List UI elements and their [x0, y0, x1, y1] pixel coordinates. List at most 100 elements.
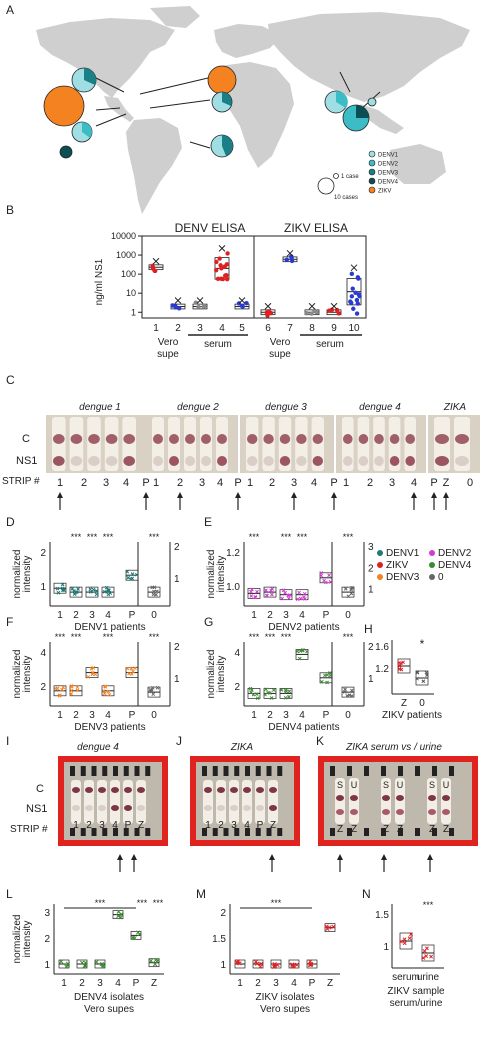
data-point	[152, 589, 156, 594]
data-point	[250, 587, 254, 592]
data-point	[407, 936, 412, 941]
data-point	[236, 959, 241, 964]
data-point	[59, 959, 64, 964]
x-tick-label: 4	[105, 610, 111, 621]
legend-label: ZIKV	[386, 560, 409, 571]
data-point	[55, 686, 60, 691]
ns1-line	[256, 805, 264, 811]
ns1-line	[98, 805, 106, 811]
arrow-head	[269, 854, 275, 860]
x-axis-title: DENV2 patients	[268, 622, 339, 633]
strip-number-label: 4	[217, 477, 223, 489]
y-tick-label-right: 2	[174, 642, 180, 653]
y-axis-title-1: normalized	[206, 650, 217, 699]
strip-number-label: 3	[231, 820, 237, 831]
elisa-point	[176, 306, 182, 311]
x-axis-title-1: ZIKV sample	[387, 986, 445, 997]
x-tick-label: 4	[291, 978, 297, 989]
cassette-slot	[398, 766, 403, 776]
data-point	[287, 689, 292, 694]
ns1-line	[405, 456, 416, 466]
panel-label-j: J	[176, 734, 182, 748]
data-point	[287, 694, 291, 699]
control-line	[247, 434, 258, 444]
strip-number-label: P	[330, 477, 337, 489]
strip-number-label: 1	[343, 477, 349, 489]
panel-label-g: G	[204, 615, 213, 629]
x-tick-label: 3	[273, 978, 279, 989]
panel-label-i: I	[6, 734, 9, 748]
data-point	[93, 672, 98, 677]
x-tick-label: P	[323, 710, 330, 721]
data-point	[150, 685, 155, 690]
ns1-line	[442, 809, 450, 815]
data-point	[290, 962, 295, 967]
panel-label-d: D	[6, 515, 15, 529]
panel-k-title: ZIKA serum vs / urine	[345, 742, 442, 753]
x-axis-title: ZIKV patients	[382, 710, 442, 721]
elisa-outlier-mark	[308, 302, 316, 310]
cassette-slot	[212, 828, 218, 836]
ns1-line	[204, 805, 212, 811]
ns1-line	[217, 805, 225, 811]
data-point	[102, 691, 107, 696]
y-tick-label: 1.5	[212, 934, 226, 945]
control-line	[217, 787, 225, 793]
y-axis-title-1: normalized	[12, 915, 23, 964]
data-point	[75, 685, 80, 690]
data-point	[152, 585, 157, 590]
data-point	[106, 592, 111, 597]
data-point	[130, 576, 135, 581]
control-line	[105, 434, 118, 444]
control-line	[123, 434, 135, 444]
zikv-elisa-frame	[253, 235, 367, 319]
data-point	[349, 688, 354, 693]
data-point	[345, 694, 350, 698]
data-point	[249, 589, 253, 594]
elisa-xtick-label: 9	[331, 323, 337, 334]
data-point	[75, 688, 80, 693]
significance-mark: ***	[281, 632, 292, 642]
x-tick-label: 4	[115, 978, 121, 989]
ns1-line	[243, 805, 251, 811]
ns1-line	[123, 456, 135, 466]
strip-number-label: Z	[397, 824, 403, 835]
control-line	[185, 434, 195, 444]
data-point	[131, 669, 135, 674]
significance-mark: ***	[137, 898, 148, 908]
elisa-xtick-label: 8	[309, 323, 315, 334]
panel-label-c: C	[6, 373, 15, 387]
data-point	[263, 692, 267, 697]
strip-row-strip-label: STRIP #	[2, 476, 40, 487]
x-tick-label: Z	[327, 978, 333, 989]
data-point	[119, 912, 124, 917]
map-legend-swatch	[368, 168, 376, 176]
ns1-line	[247, 456, 258, 466]
data-point	[118, 915, 123, 920]
data-point	[322, 578, 326, 583]
y-tick-label: 1	[383, 942, 389, 953]
ns1-line	[350, 809, 358, 815]
significance-mark: ***	[103, 532, 114, 542]
x-tick-label: 0	[345, 610, 351, 621]
cassette-slot	[364, 828, 369, 836]
control-line	[442, 795, 450, 801]
data-point	[125, 569, 130, 574]
elisa-point	[224, 273, 229, 278]
cassette-slot	[415, 828, 420, 836]
landmass-europe	[214, 24, 282, 58]
data-point	[269, 588, 273, 593]
x-tick-label: serum	[392, 972, 420, 983]
elisa-xtick-label: 5	[239, 323, 245, 334]
data-point	[255, 589, 259, 594]
arrow-head	[443, 492, 449, 498]
data-point	[346, 594, 351, 599]
ns1-line	[312, 456, 323, 466]
panel-label-e: E	[204, 515, 212, 529]
y-tick-label: 1.2	[226, 548, 240, 559]
legend-label: DENV2	[438, 548, 472, 559]
data-point	[254, 692, 259, 696]
control-line	[201, 434, 211, 444]
cassette-slot	[255, 828, 261, 836]
